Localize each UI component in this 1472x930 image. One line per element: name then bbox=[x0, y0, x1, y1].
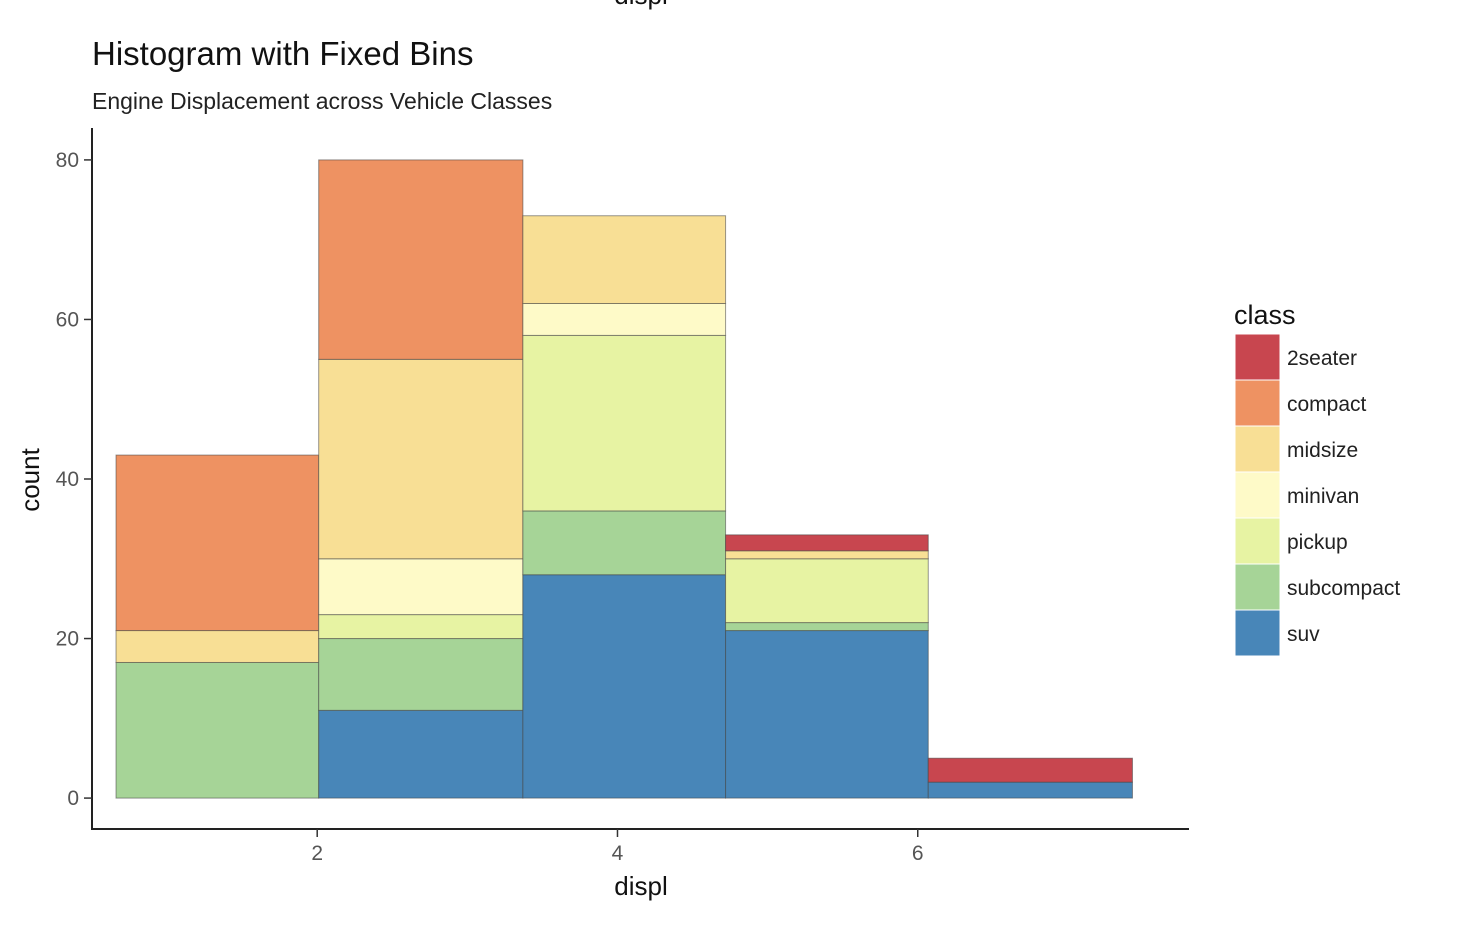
y-tick-label: 80 bbox=[56, 149, 79, 172]
bar-bin1-subcompact bbox=[115, 661, 320, 799]
bar-bin2-subcompact bbox=[318, 638, 524, 711]
bar-bin4-midsize bbox=[725, 550, 929, 560]
bar-bin5-suv bbox=[927, 781, 1133, 799]
x-axis-title: displ bbox=[614, 871, 667, 901]
x-tick-label: 2 bbox=[311, 842, 323, 865]
bar-bin4-subcompact bbox=[725, 622, 929, 632]
legend-label-compact: compact bbox=[1287, 393, 1367, 416]
legend-label-suv: suv bbox=[1287, 623, 1320, 646]
y-tick-label: 20 bbox=[56, 628, 79, 651]
x-ticks: 2 4 6 bbox=[311, 829, 924, 865]
x-tick-label: 4 bbox=[612, 842, 624, 865]
clipped-top-axis-label: displ bbox=[614, 0, 667, 10]
bars-layer bbox=[115, 159, 1133, 799]
bar-bin4-pickup bbox=[725, 558, 929, 624]
legend-label-subcompact: subcompact bbox=[1287, 577, 1400, 600]
y-axis-title: count bbox=[15, 447, 45, 511]
chart-title: Histogram with Fixed Bins bbox=[92, 35, 473, 72]
bar-bin2-pickup bbox=[318, 614, 524, 640]
legend-label-midsize: midsize bbox=[1287, 439, 1358, 462]
legend-key-midsize bbox=[1234, 425, 1281, 473]
legend-title: class bbox=[1234, 300, 1296, 330]
legend-key-pickup bbox=[1234, 517, 1281, 565]
bar-bin2-suv bbox=[318, 709, 524, 799]
bar-bin4-suv bbox=[725, 630, 929, 799]
axes: 0 20 40 60 80 2 4 6 bbox=[56, 128, 1189, 865]
y-tick-label: 40 bbox=[56, 468, 79, 491]
chart-subtitle: Engine Displacement across Vehicle Class… bbox=[92, 88, 552, 114]
bar-bin1-midsize bbox=[115, 630, 320, 663]
x-tick-label: 6 bbox=[912, 842, 924, 865]
bar-bin2-minivan bbox=[318, 558, 524, 616]
bar-bin4-2seater bbox=[725, 534, 929, 552]
bar-bin1-compact bbox=[115, 454, 320, 632]
legend: class 2seater compact midsize minivan pickup… bbox=[1234, 300, 1400, 657]
y-ticks: 0 20 40 60 80 bbox=[56, 149, 92, 810]
bar-bin2-compact bbox=[318, 159, 524, 360]
bar-bin3-pickup bbox=[522, 334, 727, 512]
bar-bin3-midsize bbox=[522, 215, 727, 304]
legend-key-minivan bbox=[1234, 471, 1281, 519]
y-tick-label: 60 bbox=[56, 308, 79, 331]
bar-bin3-suv bbox=[522, 574, 727, 799]
legend-label-minivan: minivan bbox=[1287, 485, 1359, 508]
legend-key-2seater bbox=[1234, 333, 1281, 381]
bar-bin2-midsize bbox=[318, 358, 524, 560]
y-tick-label: 0 bbox=[67, 787, 79, 810]
bar-bin5-2seater bbox=[927, 757, 1133, 783]
legend-key-compact bbox=[1234, 379, 1281, 427]
legend-label-pickup: pickup bbox=[1287, 531, 1348, 554]
bar-bin3-subcompact bbox=[522, 510, 727, 576]
legend-key-subcompact bbox=[1234, 563, 1281, 611]
legend-key-suv bbox=[1234, 609, 1281, 657]
legend-label-2seater: 2seater bbox=[1287, 347, 1357, 370]
bar-bin3-minivan bbox=[522, 303, 727, 336]
